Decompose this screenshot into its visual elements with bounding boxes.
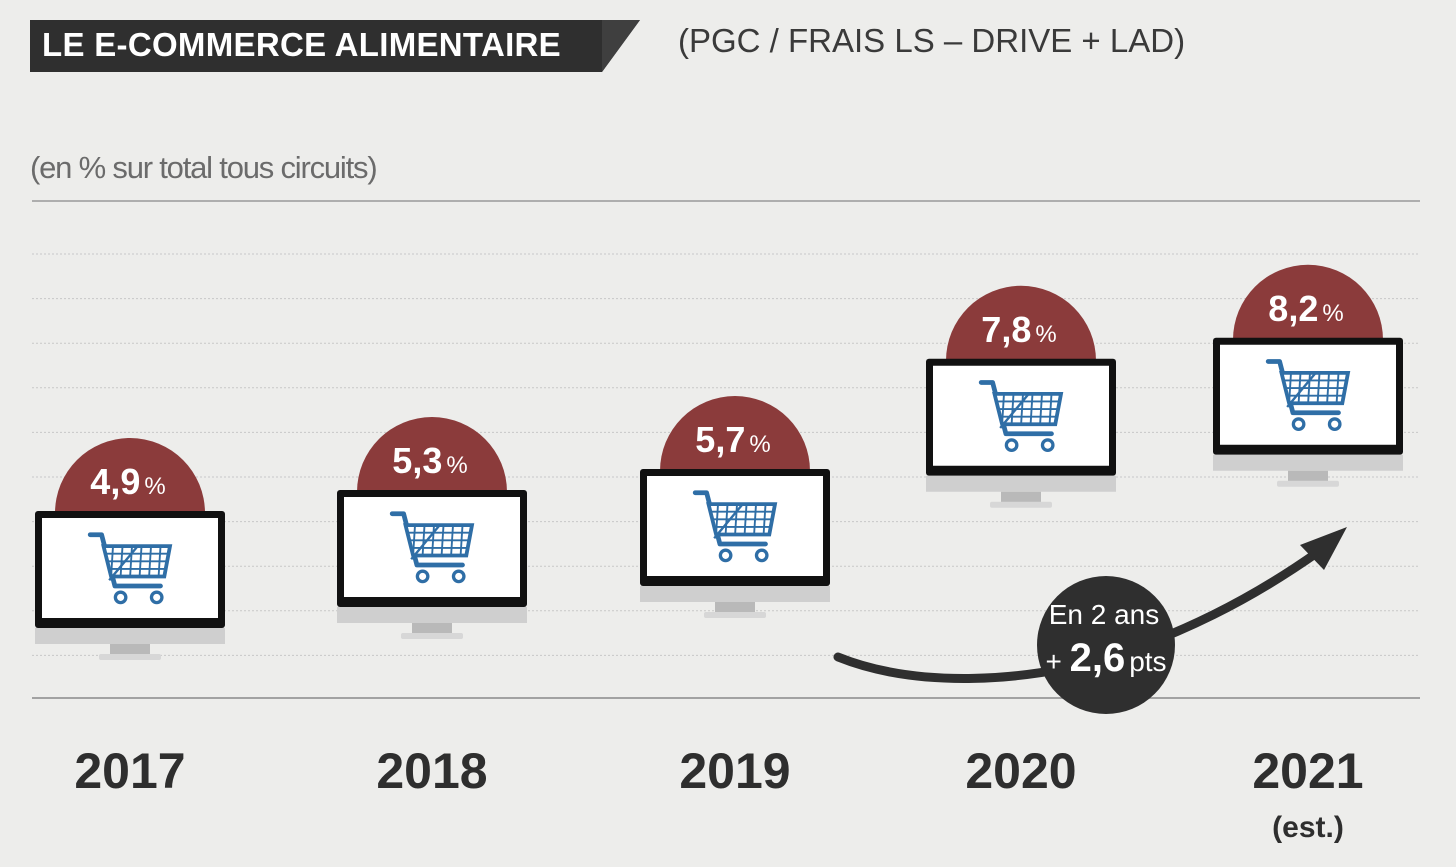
data-point-2018: 5,3 % 2018 <box>337 417 527 799</box>
growth-suffix: pts <box>1129 646 1166 677</box>
year-label: 2018 <box>376 743 487 799</box>
monitor-neck <box>412 623 452 635</box>
value-unit: % <box>1322 300 1343 327</box>
growth-arrow-head <box>1300 527 1347 570</box>
year-note: (est.) <box>1272 811 1344 844</box>
year-label: 2020 <box>965 743 1076 799</box>
monitor-base <box>1277 480 1339 487</box>
monitor-base <box>990 501 1052 508</box>
data-point-2020: 7,8 % 2020 <box>926 285 1116 799</box>
data-point-2019: 5,7 % 2019 <box>640 396 830 799</box>
shopping-cart-icon <box>692 490 778 563</box>
value-label: 5,3% <box>392 440 467 481</box>
value-bubble <box>946 285 1096 361</box>
data-point-2017: 4,9 % 2017 <box>35 438 225 799</box>
title-badge: LE E-COMMERCE ALIMENTAIRE <box>30 20 640 72</box>
value-label: 5,7% <box>695 419 770 460</box>
value-number: 5,3 <box>392 440 442 481</box>
data-point-2021: 8,2 % 2021 (est.) <box>1213 264 1403 844</box>
monitor-chin <box>35 628 225 644</box>
value-number: 5,7 <box>695 419 745 460</box>
computer-monitor-icon <box>1213 337 1403 487</box>
unit-label: (en % sur total tous circuits) <box>30 150 378 185</box>
value-bubble <box>660 396 810 471</box>
page-title: LE E-COMMERCE ALIMENTAIRE <box>42 26 561 63</box>
year-label: 2019 <box>679 743 790 799</box>
growth-line2: + 2,6 pts <box>1045 636 1166 680</box>
monitor-neck <box>1288 470 1328 483</box>
monitor-base <box>99 654 161 660</box>
shopping-cart-icon <box>389 511 475 584</box>
value-label: 8,2% <box>1268 288 1343 329</box>
value-label: 4,9% <box>90 461 165 502</box>
page-subtitle: (PGC / FRAIS LS – DRIVE + LAD) <box>678 22 1186 59</box>
monitor-neck <box>1001 491 1041 504</box>
title-badge-shape <box>30 20 640 72</box>
shopping-cart-icon <box>978 380 1064 453</box>
monitor-neck <box>110 644 150 656</box>
value-unit: % <box>446 452 467 479</box>
monitor-chin <box>640 586 830 602</box>
monitor-base <box>704 612 766 618</box>
growth-number: 2,6 <box>1070 636 1126 680</box>
growth-circle <box>1037 576 1175 714</box>
value-bubble <box>1233 264 1383 340</box>
monitor-chin <box>337 607 527 623</box>
monitor-base <box>401 633 463 639</box>
value-unit: % <box>144 473 165 500</box>
value-bubble <box>357 417 507 492</box>
monitor-chin <box>1213 454 1403 471</box>
value-unit: % <box>1035 321 1056 348</box>
computer-monitor-icon <box>926 358 1116 508</box>
value-bubble <box>55 438 205 513</box>
shopping-cart-icon <box>1265 359 1351 432</box>
monitor-neck <box>715 602 755 614</box>
growth-prefix: + <box>1045 646 1069 677</box>
monitor-chin <box>926 475 1116 492</box>
year-label: 2017 <box>74 743 185 799</box>
growth-line1: En 2 ans <box>1049 599 1160 630</box>
growth-annotation: En 2 ans + 2,6 pts <box>1037 576 1175 714</box>
value-number: 8,2 <box>1268 288 1318 329</box>
value-unit: % <box>749 431 770 458</box>
value-number: 7,8 <box>981 309 1031 350</box>
value-number: 4,9 <box>90 461 140 502</box>
value-label: 7,8% <box>981 309 1056 350</box>
year-label: 2021 <box>1252 743 1363 799</box>
shopping-cart-icon <box>87 532 173 605</box>
